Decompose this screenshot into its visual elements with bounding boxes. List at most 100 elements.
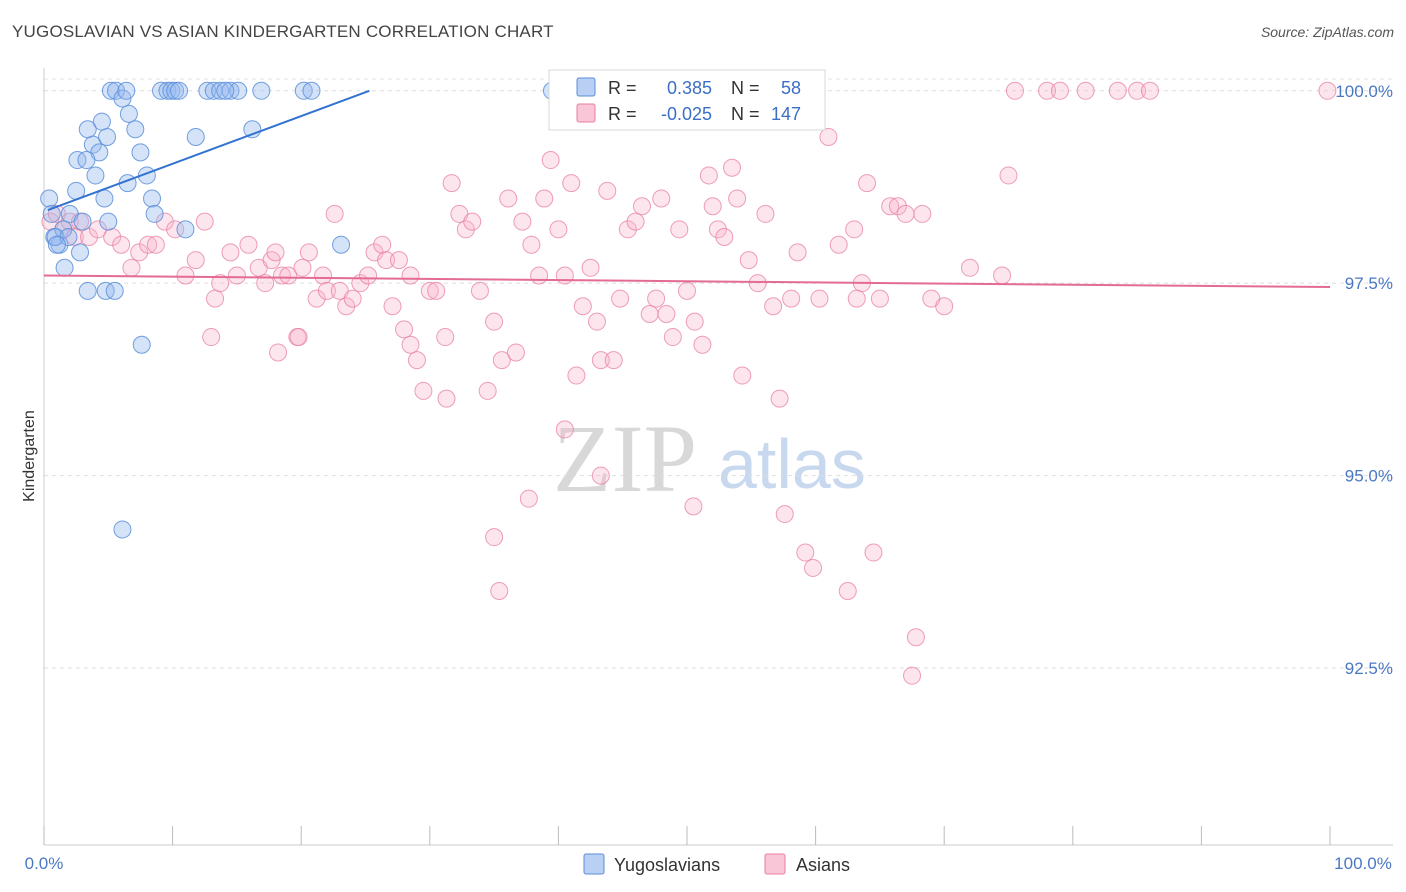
asians-point-23 <box>227 266 246 285</box>
asians-point-63 <box>499 189 518 208</box>
asians-point-108 <box>796 543 815 562</box>
yugoslavians-point-0 <box>40 189 59 208</box>
asians-point-29 <box>272 266 291 285</box>
asians-point-64 <box>506 343 525 362</box>
asians-point-51 <box>414 381 433 400</box>
legend-r-label-2: R = <box>608 104 637 124</box>
y-axis-tick-labels: 100.0% 97.5% 95.0% 92.5% <box>1335 82 1393 678</box>
yugoslavians-point-56 <box>73 212 92 231</box>
y-axis-label: Kindergarten <box>21 410 38 502</box>
asians-point-125 <box>935 297 954 316</box>
legend-n-label-1: N = <box>731 78 760 98</box>
yugoslavians-point-1 <box>42 204 61 223</box>
yugoslavians-point-12 <box>83 135 102 154</box>
asians-point-75 <box>581 258 600 277</box>
asians-point-134 <box>1128 81 1147 100</box>
asians-point-79 <box>604 351 623 370</box>
asians-point-28 <box>266 243 285 262</box>
yugoslavians-point-49 <box>96 281 115 300</box>
asians-point-141 <box>555 420 574 439</box>
asians-point-147 <box>269 343 288 362</box>
asians-point-15 <box>166 220 185 239</box>
x-axis-ticks <box>43 826 1331 845</box>
yugoslavians-point-13 <box>86 166 105 185</box>
asians-point-18 <box>195 212 214 231</box>
legend-r-value-yugoslavians: 0.385 <box>667 78 712 98</box>
asians-point-60 <box>478 381 497 400</box>
yugoslavians-point-52 <box>113 520 132 539</box>
asians-point-46 <box>383 297 402 316</box>
asians-point-42 <box>359 266 378 285</box>
asians-point-17 <box>186 251 205 270</box>
asians-point-118 <box>870 289 889 308</box>
yugoslavians-point-32 <box>166 81 185 100</box>
yugoslavians-point-39 <box>221 81 240 100</box>
asians-point-111 <box>819 127 838 146</box>
asians-point-103 <box>764 297 783 316</box>
asians-point-72 <box>562 174 581 193</box>
asians-point-139 <box>519 489 538 508</box>
asians-point-32 <box>293 258 312 277</box>
asians-point-126 <box>960 258 979 277</box>
asians-point-70 <box>549 220 568 239</box>
yugoslavians-point-22 <box>119 104 138 123</box>
asians-point-128 <box>999 166 1018 185</box>
yugoslavians-point-29 <box>152 81 171 100</box>
yugoslavians-point-50 <box>105 281 124 300</box>
asians-point-135 <box>1140 81 1159 100</box>
bottom-legend-label-asians: Asians <box>796 855 850 875</box>
asians-point-143 <box>847 289 866 308</box>
asians-point-12 <box>139 235 158 254</box>
asians-point-78 <box>598 181 617 200</box>
bottom-legend-swatch-yugoslavians <box>583 853 605 875</box>
series-yugoslavians <box>40 81 561 539</box>
legend-r-label-1: R = <box>608 78 637 98</box>
legend-swatch-asians <box>576 103 596 123</box>
asians-point-47 <box>389 251 408 270</box>
yugoslavians-point-40 <box>229 81 248 100</box>
asians-point-37 <box>325 204 344 223</box>
asians-point-146 <box>401 335 420 354</box>
asians-point-81 <box>618 220 637 239</box>
asians-point-35 <box>314 266 333 285</box>
asians-point-90 <box>678 281 696 300</box>
asians-point-58 <box>463 212 482 231</box>
asians-point-88 <box>663 328 682 347</box>
asians-point-130 <box>1038 81 1057 100</box>
asians-point-107 <box>788 243 807 262</box>
asians-point-76 <box>587 312 606 331</box>
yugoslavians-point-43 <box>252 81 271 100</box>
asians-point-148 <box>289 328 308 347</box>
asians-point-113 <box>838 582 857 601</box>
y-tick-label-3: 92.5% <box>1345 659 1393 678</box>
legend-n-value-yugoslavians: 58 <box>781 78 801 98</box>
yugoslavians-point-5 <box>46 228 65 247</box>
asians-point-16 <box>176 266 195 285</box>
source-credit: Source: ZipAtlas.com <box>1260 24 1394 40</box>
asians-point-137 <box>490 582 509 601</box>
asians-point-9 <box>112 235 131 254</box>
asians-point-82 <box>626 212 645 231</box>
y-tick-label-0: 100.0% <box>1335 82 1393 101</box>
asians-point-117 <box>864 543 883 562</box>
yugoslavians-point-38 <box>211 81 230 100</box>
asians-point-73 <box>567 366 586 385</box>
asians-point-123 <box>913 204 932 223</box>
asians-point-26 <box>256 274 275 293</box>
asians-point-93 <box>699 166 718 185</box>
asians-point-57 <box>456 220 475 239</box>
asians-point-69 <box>541 151 560 170</box>
asians-point-87 <box>657 304 676 323</box>
asians-point-102 <box>756 204 775 223</box>
asians-point-84 <box>640 304 659 323</box>
watermark-atlas: atlas <box>718 425 866 503</box>
asians-point-144 <box>903 666 922 685</box>
asians-point-112 <box>829 235 848 254</box>
asians-point-110 <box>810 289 829 308</box>
asians-point-19 <box>202 328 221 347</box>
asians-point-39 <box>337 297 356 316</box>
yugoslavians-point-24 <box>126 120 145 139</box>
yugoslavians-point-10 <box>68 151 87 170</box>
asians-point-52 <box>420 281 439 300</box>
